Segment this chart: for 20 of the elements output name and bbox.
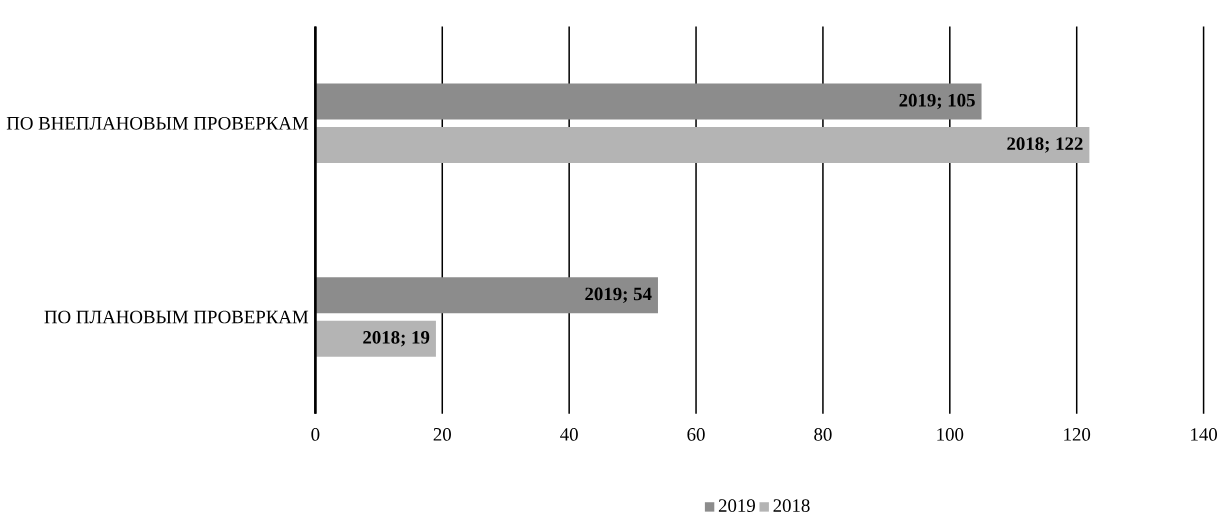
bar xyxy=(315,277,658,314)
x-tick-label: 120 xyxy=(1064,428,1091,441)
data-label: 2019; 105 xyxy=(899,93,975,110)
x-tick-label: 20 xyxy=(433,428,451,441)
x-tick-label: 80 xyxy=(814,428,832,441)
y-tick-label: ПО ПЛАНОВЫМ ПРОВЕРКАМ xyxy=(44,310,309,324)
data-label: 2019; 54 xyxy=(585,287,652,303)
bar xyxy=(315,320,436,357)
data-label: 2018; 19 xyxy=(363,331,430,347)
x-tick-label: 0 xyxy=(311,428,320,441)
x-tick-label: 100 xyxy=(937,428,964,441)
data-label: 2018; 122 xyxy=(1007,137,1083,153)
y-tick-label: ПО ВНЕПЛАНОВЫМ ПРОВЕРКАМ xyxy=(6,116,309,130)
x-tick-label: 60 xyxy=(687,428,705,441)
x-tick-label: 40 xyxy=(560,428,578,441)
bar xyxy=(315,127,1090,163)
legend-label: 2019 xyxy=(718,499,755,512)
x-tick-label: 140 xyxy=(1191,428,1218,441)
legend-label: 2018 xyxy=(773,499,810,512)
bar xyxy=(315,83,982,120)
